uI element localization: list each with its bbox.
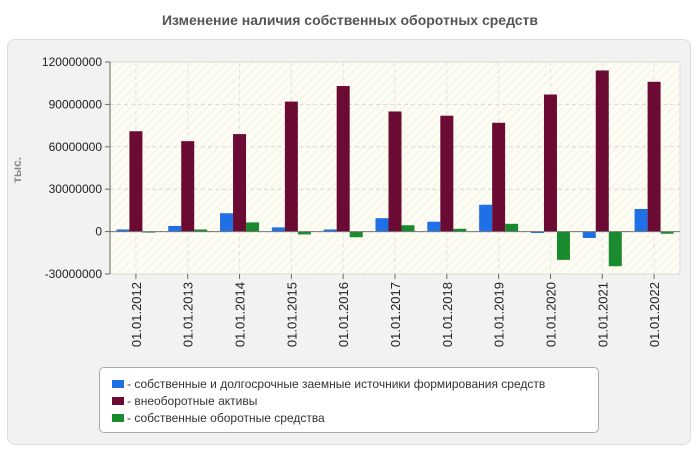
legend-label: - внеоборотные активы	[127, 393, 258, 408]
legend-label: - собственные и долгосрочные заемные ист…	[127, 376, 546, 391]
bar-noncurrent-assets	[543, 94, 557, 232]
bar-sources	[271, 227, 285, 232]
x-tick-label: 01.01.2015	[284, 282, 299, 347]
bar-working-capital	[660, 231, 674, 234]
y-tick-label: 30000000	[49, 182, 103, 196]
x-tick-label: 01.01.2013	[181, 282, 196, 347]
y-axis-label: тыс.	[10, 156, 24, 184]
legend-item: - собственные оборотные средства	[112, 409, 598, 426]
bar-sources	[116, 229, 130, 232]
x-tick-label: 01.01.2017	[388, 282, 403, 347]
bar-working-capital	[453, 228, 467, 232]
x-tick-label: 01.01.2022	[647, 282, 662, 347]
bar-sources	[427, 221, 441, 232]
bar-noncurrent-assets	[284, 101, 298, 232]
legend-item: - внеоборотные активы	[112, 392, 598, 409]
legend-swatch-noncurrent-assets	[112, 396, 124, 405]
x-tick-labels: 01.01.2012 01.01.2013 01.01.2014 01.01.2015…	[129, 282, 662, 347]
bar-noncurrent-assets	[233, 134, 247, 232]
x-tick-label: 01.01.2018	[440, 282, 455, 347]
bar-noncurrent-assets	[647, 81, 661, 232]
bar-working-capital	[401, 225, 415, 232]
bar-noncurrent-assets	[336, 86, 350, 232]
legend-item: - собственные и долгосрочные заемные ист…	[112, 375, 598, 392]
bars	[116, 70, 674, 267]
bar-working-capital	[349, 231, 363, 238]
x-tick-label: 01.01.2019	[492, 282, 507, 347]
x-tick-label: 01.01.2020	[543, 282, 558, 347]
bar-sources	[479, 204, 493, 232]
y-tick-label: 90000000	[49, 97, 103, 111]
bar-sources	[220, 213, 234, 232]
bar-noncurrent-assets	[181, 141, 195, 232]
bar-working-capital	[297, 231, 311, 235]
bar-noncurrent-assets	[440, 115, 454, 232]
bar-working-capital	[246, 222, 260, 232]
bar-noncurrent-assets	[388, 111, 402, 232]
legend-swatch-sources	[112, 379, 124, 388]
legend: - собственные и долгосрочные заемные ист…	[99, 367, 599, 433]
axes	[105, 61, 680, 279]
bar-noncurrent-assets	[129, 131, 143, 232]
bar-working-capital	[505, 223, 519, 232]
y-tick-label: -30000000	[45, 267, 103, 281]
x-tick-label: 01.01.2012	[129, 282, 144, 347]
legend-label: - собственные оборотные средства	[127, 410, 325, 425]
x-tick-label: 01.01.2016	[336, 282, 351, 347]
bar-working-capital	[556, 231, 570, 260]
bar-sources	[375, 218, 389, 232]
bar-noncurrent-assets	[492, 122, 506, 232]
bar-sources	[168, 225, 182, 232]
y-tick-label: 0	[95, 225, 102, 239]
x-tick-label: 01.01.2021	[595, 282, 610, 347]
chart-title: Изменение наличия собственных оборотных …	[161, 12, 539, 28]
bar-sources	[323, 229, 337, 232]
y-tick-label: 60000000	[49, 140, 103, 154]
bar-sources	[530, 231, 544, 234]
x-tick-label: 01.01.2014	[233, 282, 248, 347]
legend-swatch-working-capital	[112, 413, 124, 422]
bar-sources	[634, 208, 648, 232]
bar-sources	[582, 231, 596, 238]
bar-working-capital	[608, 231, 622, 267]
bar-working-capital	[194, 229, 208, 232]
bar-noncurrent-assets	[595, 70, 609, 232]
y-tick-labels: -30000000 0 30000000 60000000 90000000 120000…	[42, 55, 102, 281]
y-tick-label: 120000000	[42, 55, 102, 69]
